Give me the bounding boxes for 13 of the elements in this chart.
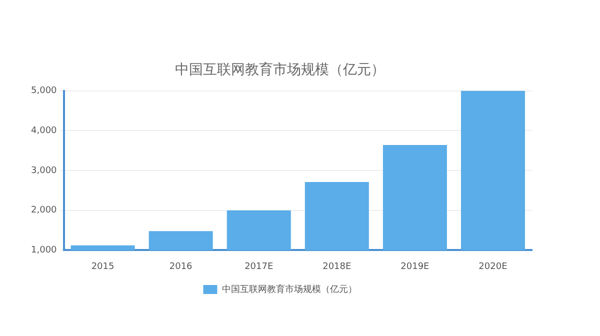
y-tick-label: 2,000 bbox=[31, 206, 58, 216]
y-tick-label: 4,000 bbox=[31, 126, 58, 136]
y-tick-label: 5,000 bbox=[31, 86, 58, 96]
x-tick-label: 2018E bbox=[322, 262, 352, 272]
x-tick-label: 2017E bbox=[244, 262, 274, 272]
chart-title: 中国互联网教育市场规模（亿元） bbox=[175, 61, 385, 78]
legend-label: 中国互联网教育市场规模（亿元） bbox=[222, 284, 357, 295]
y-tick-label: 3,000 bbox=[31, 166, 58, 176]
x-tick-label: 2019E bbox=[400, 262, 430, 272]
x-tick-label: 2020E bbox=[478, 262, 508, 272]
x-tick-label: 2016 bbox=[169, 262, 193, 272]
x-tick-label: 2015 bbox=[91, 262, 114, 272]
y-tick-label: 1,000 bbox=[31, 246, 58, 256]
